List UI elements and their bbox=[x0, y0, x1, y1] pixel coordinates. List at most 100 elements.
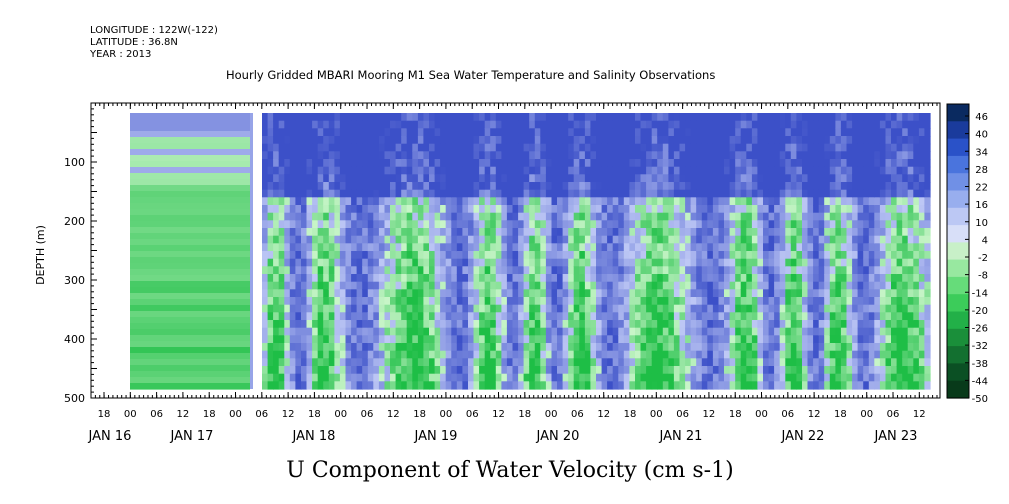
heat-cell bbox=[579, 335, 586, 344]
heat-cell bbox=[673, 304, 681, 313]
heat-cell bbox=[451, 320, 458, 329]
heat-cell bbox=[378, 335, 386, 344]
heat-cell bbox=[456, 128, 463, 137]
heat-cell bbox=[362, 220, 369, 229]
heat-cell bbox=[779, 266, 786, 275]
heat-cell bbox=[273, 281, 280, 290]
heat-cell bbox=[768, 220, 775, 229]
heat-cell bbox=[523, 373, 530, 382]
heat-cell bbox=[640, 220, 647, 229]
heat-cell bbox=[323, 297, 330, 306]
heat-cell bbox=[262, 304, 269, 313]
heat-cell bbox=[768, 120, 775, 129]
heat-cell bbox=[913, 327, 920, 336]
heat-cell bbox=[607, 350, 614, 359]
heat-cell bbox=[623, 312, 630, 321]
heat-cell bbox=[802, 143, 809, 152]
heat-cell bbox=[323, 327, 330, 336]
heat-cell bbox=[495, 166, 502, 175]
heat-cell bbox=[646, 197, 653, 206]
heat-cell bbox=[607, 335, 614, 344]
heat-cell bbox=[362, 243, 369, 252]
heat-cell bbox=[729, 343, 736, 352]
heat-cell bbox=[328, 243, 335, 252]
heat-cell bbox=[462, 304, 469, 313]
heat-cell bbox=[679, 189, 686, 198]
heat-cell bbox=[696, 297, 703, 306]
heat-cell bbox=[718, 174, 725, 183]
heat-cell bbox=[918, 381, 926, 390]
heat-cell bbox=[356, 320, 363, 329]
heat-cell bbox=[540, 373, 547, 382]
heat-cell bbox=[918, 228, 926, 237]
heat-cell bbox=[406, 274, 413, 283]
heat-cell bbox=[590, 151, 597, 160]
heat-cell bbox=[423, 174, 430, 183]
heat-cell bbox=[417, 281, 425, 290]
colorbar-swatch bbox=[947, 225, 969, 243]
heat-cell bbox=[289, 281, 296, 290]
heat-cell bbox=[707, 251, 714, 260]
heat-cell bbox=[768, 320, 775, 329]
heat-cell bbox=[874, 143, 881, 152]
heat-cell bbox=[896, 350, 903, 359]
heat-cell bbox=[523, 289, 530, 298]
heat-cell bbox=[879, 243, 887, 252]
heat-cell bbox=[440, 151, 447, 160]
heat-cell bbox=[323, 274, 330, 283]
heat-cell bbox=[807, 113, 814, 122]
heat-cell bbox=[557, 220, 564, 229]
heat-cell bbox=[284, 366, 291, 375]
heat-cell bbox=[623, 335, 630, 344]
heat-cell bbox=[590, 327, 597, 336]
heat-cell bbox=[306, 228, 313, 237]
heat-cell bbox=[295, 220, 302, 229]
heat-cell bbox=[356, 258, 363, 267]
heat-cell bbox=[835, 174, 842, 183]
heat-cell bbox=[668, 151, 675, 160]
heat-cell bbox=[323, 113, 330, 122]
heat-cell bbox=[601, 320, 608, 329]
heat-cell bbox=[573, 343, 580, 352]
heat-cell bbox=[351, 120, 358, 129]
heat-cell bbox=[662, 281, 669, 290]
heat-cell bbox=[763, 304, 770, 313]
heat-cell bbox=[262, 143, 269, 152]
heat-cell bbox=[751, 143, 759, 152]
heat-cell bbox=[646, 182, 653, 191]
heat-cell bbox=[707, 174, 714, 183]
heat-cell bbox=[484, 113, 491, 122]
heat-cell bbox=[768, 343, 775, 352]
heat-cell bbox=[601, 159, 608, 168]
heat-cell bbox=[818, 350, 825, 359]
heat-cell bbox=[857, 212, 864, 221]
heat-cell bbox=[707, 289, 714, 298]
heat-cell bbox=[813, 312, 820, 321]
heat-cell bbox=[813, 120, 820, 129]
heat-cell bbox=[284, 320, 291, 329]
heat-cell bbox=[412, 289, 419, 298]
heat-cell bbox=[846, 197, 853, 206]
heat-cell bbox=[874, 235, 881, 244]
heat-cell bbox=[573, 128, 580, 137]
heat-cell bbox=[312, 151, 319, 160]
heat-cell bbox=[679, 327, 686, 336]
heat-cell bbox=[640, 297, 647, 306]
heat-cell bbox=[490, 128, 497, 137]
heat-cell bbox=[468, 327, 475, 336]
heat-cell bbox=[785, 373, 792, 382]
heat-cell bbox=[284, 151, 291, 160]
heat-cell bbox=[774, 312, 781, 321]
heat-cell bbox=[434, 320, 441, 329]
heat-cell bbox=[468, 166, 475, 175]
heat-cell bbox=[757, 350, 764, 359]
heat-cell bbox=[434, 335, 441, 344]
heat-cell bbox=[646, 151, 653, 160]
x-tick-label: 12 bbox=[282, 409, 295, 420]
heat-cell bbox=[779, 281, 786, 290]
heat-cell bbox=[373, 212, 380, 221]
heat-cell bbox=[557, 151, 564, 160]
heat-cell bbox=[490, 228, 497, 237]
heat-cell bbox=[802, 235, 809, 244]
heat-cell bbox=[278, 281, 285, 290]
